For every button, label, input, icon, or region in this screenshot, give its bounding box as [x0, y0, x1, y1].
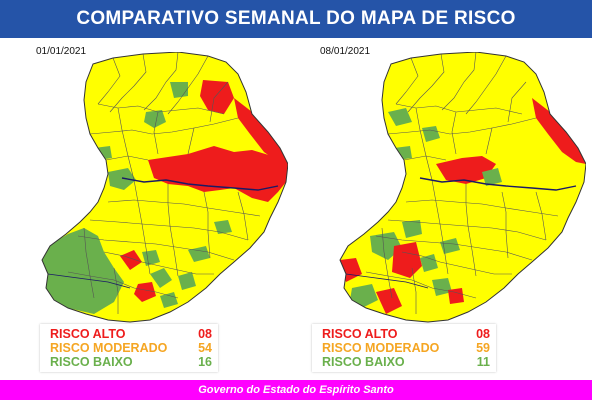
legend-count: 59	[476, 341, 490, 355]
legend-row-moderate: RISCO MODERADO 54	[50, 341, 212, 355]
risk-low-region	[94, 146, 112, 160]
municipality-borders	[365, 52, 559, 314]
risk-high-region	[200, 80, 234, 114]
legend-label: RISCO BAIXO	[322, 355, 405, 369]
legend-count: 16	[198, 355, 212, 369]
risk-high-region	[134, 282, 156, 302]
risk-low-region	[144, 110, 166, 128]
legend-label: RISCO BAIXO	[50, 355, 133, 369]
state-outline	[41, 52, 288, 323]
risk-high-region	[532, 98, 586, 164]
header-bar: COMPARATIVO SEMANAL DO MAPA DE RISCO	[0, 0, 592, 38]
map-date: 08/01/2021	[320, 46, 371, 57]
legend-label: RISCO MODERADO	[50, 341, 168, 355]
map-date: 01/01/2021	[36, 46, 87, 57]
risk-low-region	[108, 168, 136, 190]
risk-legend: RISCO ALTO 08 RISCO MODERADO 59 RISCO BA…	[312, 324, 496, 372]
river-line	[345, 273, 429, 289]
legend-row-high: RISCO ALTO 08	[322, 327, 490, 341]
legend-row-moderate: RISCO MODERADO 59	[322, 341, 490, 355]
risk-low-region	[214, 220, 232, 234]
risk-low-region	[42, 228, 124, 314]
risk-high-region	[436, 156, 496, 184]
legend-row-low: RISCO BAIXO 16	[50, 355, 212, 369]
risk-low-region	[432, 278, 452, 296]
risk-low-region	[350, 284, 378, 308]
risk-low-region	[178, 272, 196, 290]
risk-low-region	[420, 254, 438, 272]
map-panel-week-2: 08/01/2021	[296, 38, 592, 380]
river-line	[121, 177, 279, 191]
risk-high-region	[120, 250, 142, 270]
risk-low-region	[388, 108, 412, 126]
risk-high-region	[234, 98, 288, 164]
risk-low-region	[422, 126, 440, 142]
risk-high-region	[448, 288, 464, 304]
legend-label: RISCO ALTO	[50, 327, 126, 341]
legend-count: 08	[476, 327, 490, 341]
legend-count: 11	[476, 355, 490, 369]
legend-count: 08	[198, 327, 212, 341]
footer-credit: Governo do Estado do Espírito Santo	[198, 384, 394, 396]
legend-count: 54	[198, 341, 212, 355]
risk-high-region	[376, 288, 402, 314]
legend-label: RISCO ALTO	[322, 327, 398, 341]
river-line	[47, 273, 131, 289]
risk-map	[339, 52, 586, 323]
municipality-borders	[67, 52, 261, 314]
risk-low-region	[142, 250, 160, 266]
risk-legend: RISCO ALTO 08 RISCO MODERADO 54 RISCO BA…	[40, 324, 218, 372]
risk-low-region	[402, 220, 422, 238]
state-outline	[339, 52, 586, 323]
legend-row-low: RISCO BAIXO 11	[322, 355, 490, 369]
page-title: COMPARATIVO SEMANAL DO MAPA DE RISCO	[76, 8, 516, 29]
footer-bar: Governo do Estado do Espírito Santo	[0, 380, 592, 400]
river-line	[419, 177, 577, 191]
risk-map	[41, 52, 288, 323]
map-panel-week-1: 01/01/2021	[0, 38, 296, 380]
risk-low-region	[160, 292, 178, 308]
risk-moderate-region	[340, 52, 586, 322]
legend-row-high: RISCO ALTO 08	[50, 327, 212, 341]
risk-low-region	[482, 168, 502, 186]
legend-label: RISCO MODERADO	[322, 341, 440, 355]
risk-high-region	[392, 242, 422, 278]
risk-high-region	[148, 146, 288, 202]
risk-low-region	[150, 268, 172, 288]
risk-low-region	[440, 238, 460, 254]
